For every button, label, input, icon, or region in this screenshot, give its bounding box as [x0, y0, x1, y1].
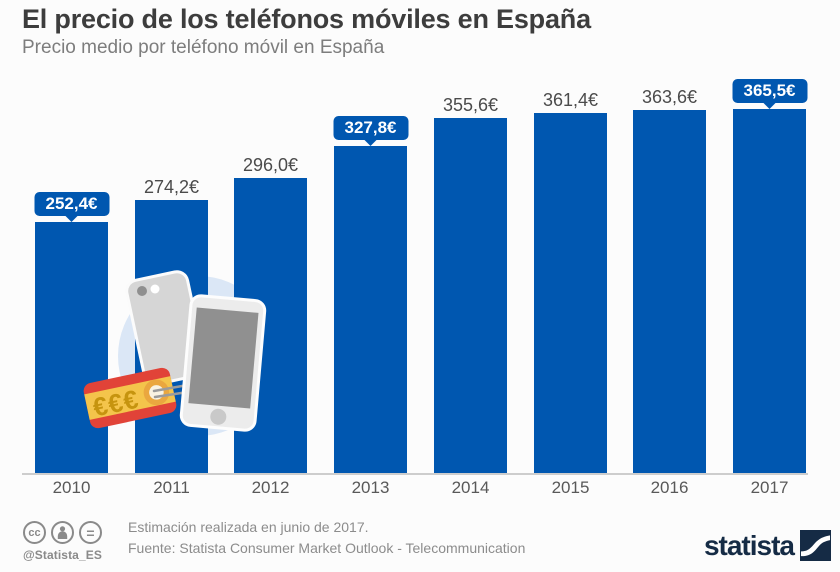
footer-notes: Estimación realizada en junio de 2017. F… — [128, 517, 525, 559]
x-tick-2016: 2016 — [650, 478, 689, 497]
value-label-2015: 361,4€ — [542, 90, 599, 110]
cc-license-icons: cc = — [23, 521, 102, 544]
value-label-2011: 274,2€ — [143, 177, 200, 197]
statista-logo-text: statista — [703, 530, 795, 561]
statista-logo: statista — [704, 530, 831, 561]
bar-2011 — [135, 200, 208, 473]
x-tick-2017: 2017 — [750, 478, 789, 497]
value-badge-2013: 327,8€ — [333, 116, 408, 140]
statista-logo-mark — [800, 530, 831, 561]
x-tick-2014: 2014 — [451, 478, 490, 497]
x-tick-2012: 2012 — [251, 478, 290, 497]
bar-2012 — [234, 178, 307, 473]
x-tick-2010: 2010 — [52, 478, 91, 497]
attribution-person-icon — [51, 521, 74, 544]
page-subtitle: Precio medio por teléfono móvil en Españ… — [22, 37, 385, 58]
page-title: El precio de los teléfonos móviles en Es… — [22, 4, 591, 34]
value-badge-2010: 252,4€ — [34, 192, 109, 216]
value-label-2012: 296,0€ — [242, 155, 299, 175]
bar-2016 — [633, 110, 706, 473]
value-label-2014: 355,6€ — [442, 95, 499, 115]
source-note: Fuente: Statista Consumer Market Outlook… — [128, 540, 526, 556]
bar-2013 — [334, 146, 407, 473]
twitter-handle: @Statista_ES — [23, 548, 102, 562]
license-block: cc = @Statista_ES — [23, 521, 102, 562]
value-label-2016: 363,6€ — [641, 87, 698, 107]
cc-icon: cc — [23, 521, 46, 544]
x-tick-2015: 2015 — [551, 478, 590, 497]
bar-2017 — [733, 109, 806, 473]
bar-2014 — [434, 118, 507, 473]
bar-2010 — [35, 222, 108, 473]
x-tick-2013: 2013 — [351, 478, 390, 497]
x-axis-line — [22, 473, 808, 475]
x-tick-2011: 2011 — [153, 478, 190, 497]
no-derivatives-icon: = — [79, 521, 102, 544]
bar-2015 — [534, 113, 607, 473]
header: El precio de los teléfonos móviles en Es… — [22, 4, 591, 59]
estimation-note: Estimación realizada en junio de 2017. — [128, 519, 369, 535]
value-badge-2017: 365,5€ — [732, 79, 807, 103]
